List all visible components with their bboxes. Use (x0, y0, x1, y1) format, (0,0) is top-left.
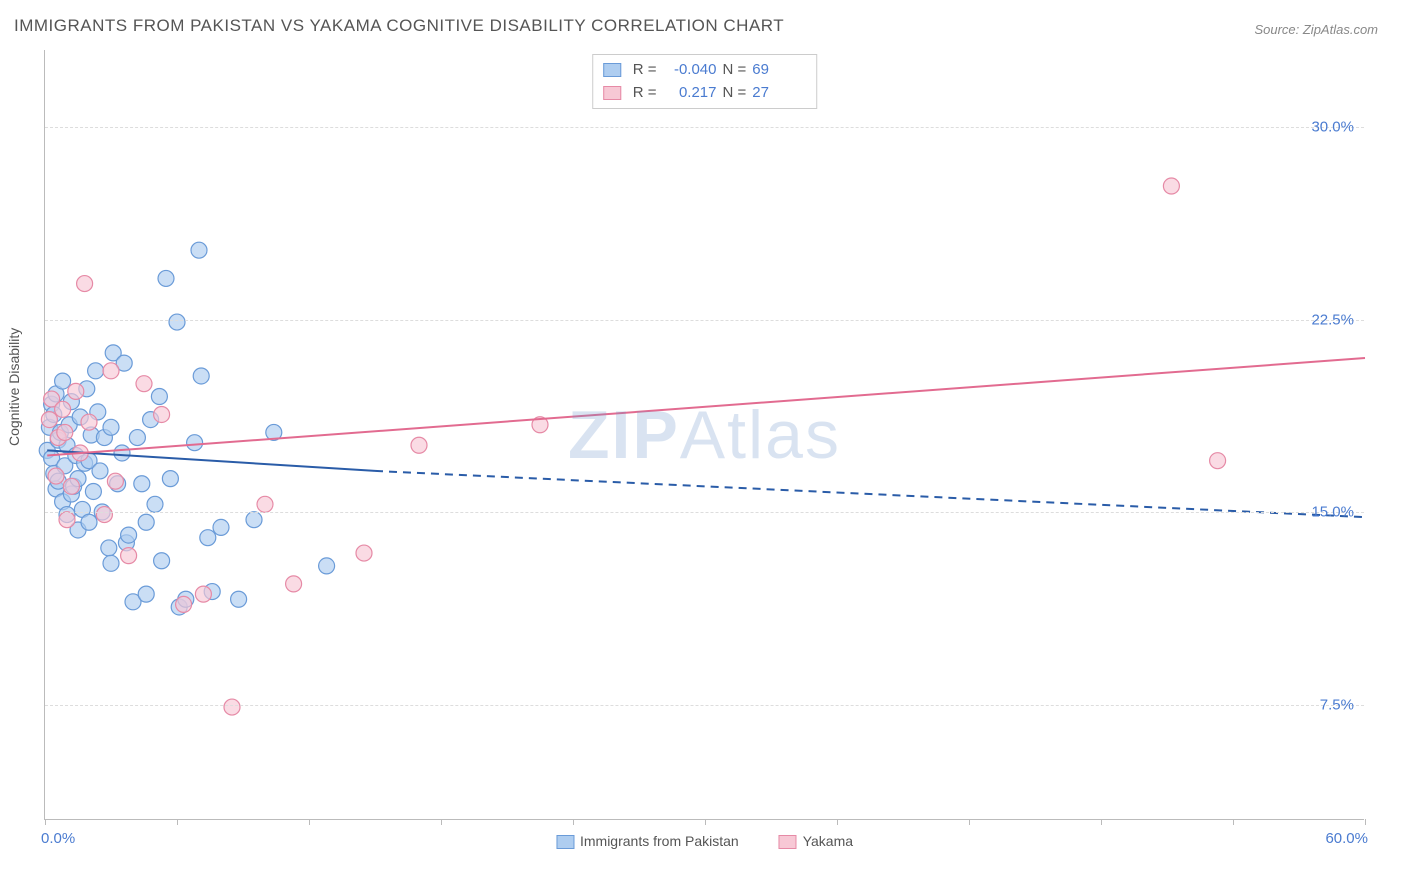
legend-swatch-icon (556, 835, 574, 849)
scatter-point (138, 514, 154, 530)
scatter-point (195, 586, 211, 602)
r-label: R = (633, 82, 657, 105)
source-attribution: Source: ZipAtlas.com (1254, 22, 1378, 37)
scatter-point (114, 445, 130, 461)
r-value: -0.040 (663, 59, 717, 82)
n-value: 27 (752, 82, 806, 105)
plot-area: ZIPAtlas R = -0.040 N = 69 R = 0.217 N =… (44, 50, 1364, 820)
scatter-point (154, 406, 170, 422)
legend-swatch-icon (603, 86, 621, 100)
scatter-point (169, 314, 185, 330)
x-tick (1365, 819, 1366, 825)
scatter-point (77, 276, 93, 292)
scatter-point (356, 545, 372, 561)
scatter-point (158, 270, 174, 286)
y-axis-title: Cognitive Disability (6, 328, 22, 446)
scatter-point (176, 596, 192, 612)
scatter-point (187, 435, 203, 451)
r-value: 0.217 (663, 82, 717, 105)
scatter-point (1210, 453, 1226, 469)
scatter-point (224, 699, 240, 715)
scatter-point (101, 540, 117, 556)
scatter-point (246, 512, 262, 528)
x-tick (837, 819, 838, 825)
scatter-point (59, 512, 75, 528)
scatter-point (107, 473, 123, 489)
correlation-legend-row: R = -0.040 N = 69 (603, 59, 807, 82)
trend-line (47, 358, 1365, 456)
scatter-point (136, 376, 152, 392)
scatter-point (151, 389, 167, 405)
scatter-point (96, 507, 112, 523)
scatter-point (213, 519, 229, 535)
r-label: R = (633, 59, 657, 82)
x-tick (573, 819, 574, 825)
scatter-point (81, 414, 97, 430)
x-tick (705, 819, 706, 825)
y-tick-label: 7.5% (1320, 696, 1354, 713)
scatter-point (48, 468, 64, 484)
scatter-point (81, 514, 97, 530)
n-value: 69 (752, 59, 806, 82)
scatter-point (121, 548, 137, 564)
scatter-point (191, 242, 207, 258)
n-label: N = (723, 82, 747, 105)
legend-label: Immigrants from Pakistan (580, 833, 739, 849)
legend-item: Yakama (779, 833, 853, 849)
x-tick (309, 819, 310, 825)
gridline (45, 127, 1364, 128)
scatter-point (411, 437, 427, 453)
trend-line-extrapolated (375, 471, 1365, 517)
series-legend: Immigrants from Pakistan Yakama (556, 833, 853, 849)
scatter-point (134, 476, 150, 492)
legend-item: Immigrants from Pakistan (556, 833, 739, 849)
scatter-point (193, 368, 209, 384)
scatter-point (319, 558, 335, 574)
scatter-point (103, 363, 119, 379)
x-tick (1233, 819, 1234, 825)
scatter-point (55, 373, 71, 389)
scatter-point (88, 363, 104, 379)
scatter-point (121, 527, 137, 543)
gridline (45, 705, 1364, 706)
scatter-point (147, 496, 163, 512)
legend-swatch-icon (603, 63, 621, 77)
scatter-point (57, 424, 73, 440)
scatter-point (286, 576, 302, 592)
scatter-point (1163, 178, 1179, 194)
scatter-point (257, 496, 273, 512)
y-tick-label: 15.0% (1311, 504, 1354, 521)
scatter-point (231, 591, 247, 607)
legend-label: Yakama (803, 833, 853, 849)
x-tick (441, 819, 442, 825)
scatter-point (162, 471, 178, 487)
legend-swatch-icon (779, 835, 797, 849)
scatter-point (138, 586, 154, 602)
scatter-point (63, 478, 79, 494)
y-tick-label: 30.0% (1311, 119, 1354, 136)
x-tick (177, 819, 178, 825)
scatter-point (129, 430, 145, 446)
x-tick (969, 819, 970, 825)
scatter-point (103, 555, 119, 571)
scatter-point (68, 383, 84, 399)
y-tick-label: 22.5% (1311, 311, 1354, 328)
scatter-point (55, 401, 71, 417)
x-tick (45, 819, 46, 825)
n-label: N = (723, 59, 747, 82)
scatter-point (154, 553, 170, 569)
correlation-legend-row: R = 0.217 N = 27 (603, 82, 807, 105)
scatter-point (92, 463, 108, 479)
scatter-point (200, 530, 216, 546)
chart-title: IMMIGRANTS FROM PAKISTAN VS YAKAMA COGNI… (14, 16, 784, 36)
correlation-legend: R = -0.040 N = 69 R = 0.217 N = 27 (592, 54, 818, 109)
gridline (45, 512, 1364, 513)
scatter-point (85, 483, 101, 499)
scatter-point (41, 412, 57, 428)
scatter-point (103, 419, 119, 435)
x-axis-max-label: 60.0% (1325, 830, 1368, 847)
gridline (45, 320, 1364, 321)
x-axis-min-label: 0.0% (41, 830, 75, 847)
x-tick (1101, 819, 1102, 825)
